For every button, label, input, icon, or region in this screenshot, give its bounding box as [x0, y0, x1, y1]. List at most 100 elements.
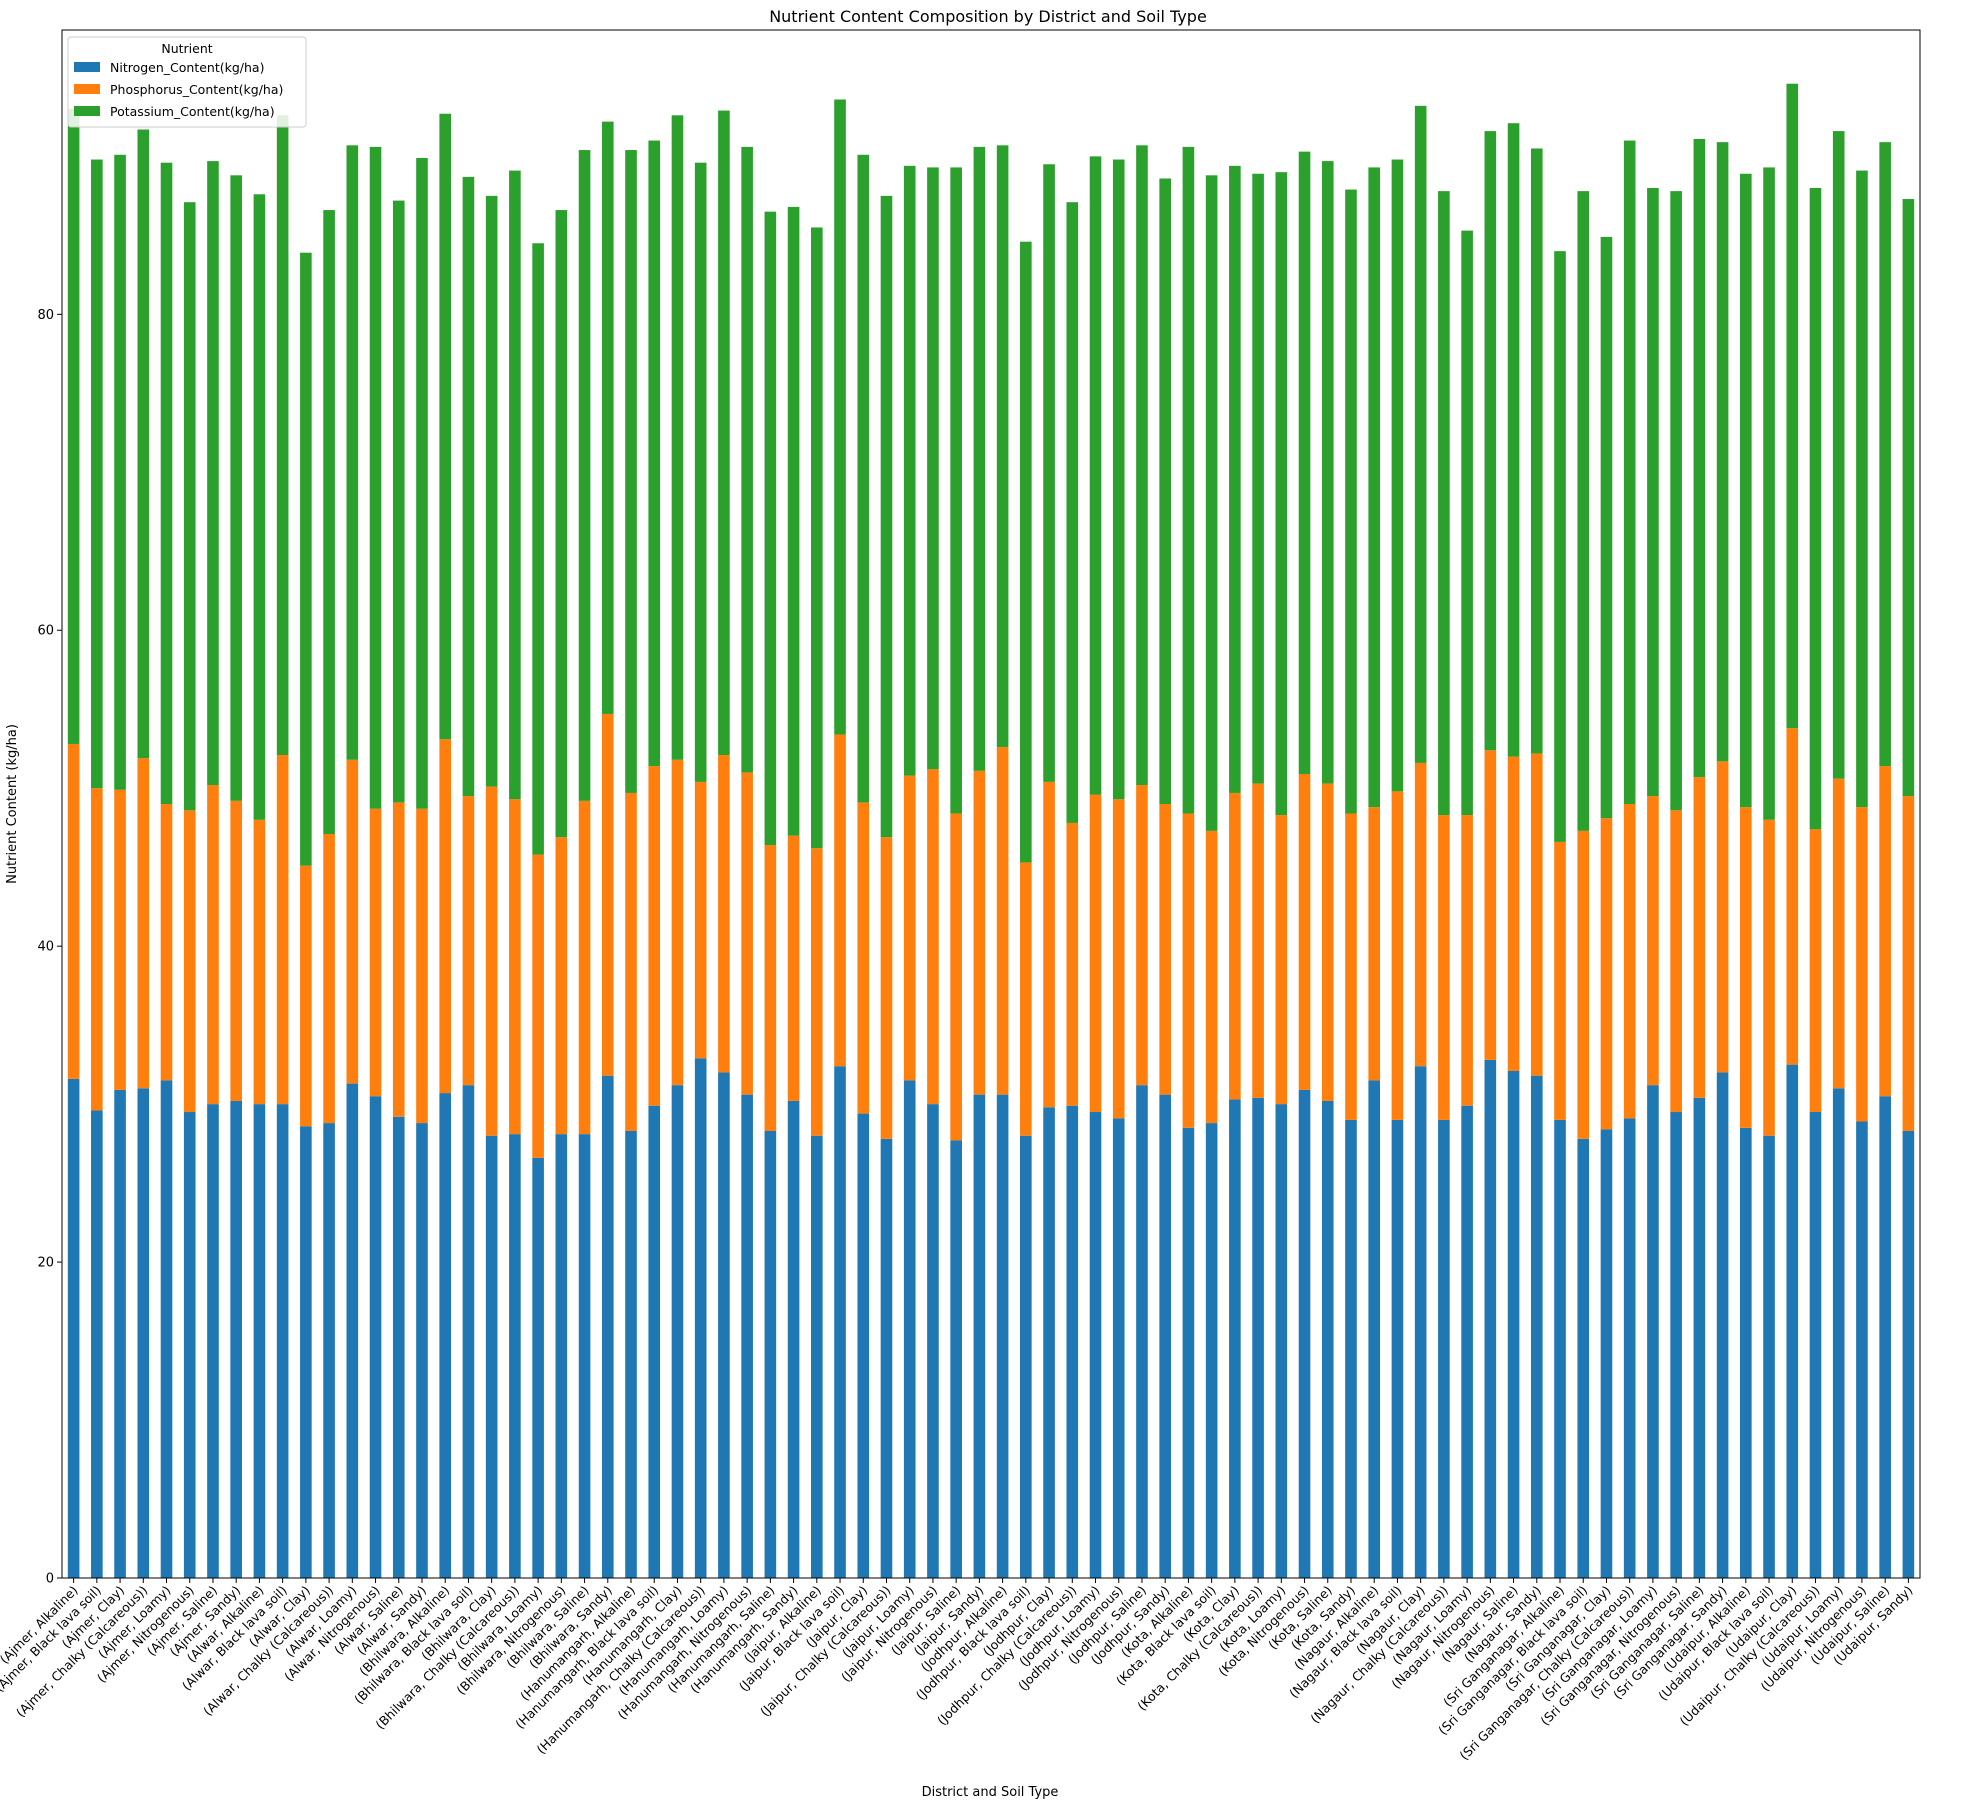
bar-potassium-jodhpur-chalky-calcareous	[1066, 202, 1079, 823]
bar-nitrogen-alwar-clay	[300, 1126, 312, 1578]
bar-phosphorus-jodhpur-nitrogenous	[1112, 799, 1125, 1119]
bar-nitrogen-udaipur-nitrogenous	[1856, 1121, 1868, 1578]
bar-phosphorus-sri-ganganagar-chalky-calcareous	[1623, 804, 1636, 1119]
bar-phosphorus-jodhpur-black-lava-soil	[1020, 862, 1032, 1136]
bar-phosphorus-jodhpur-alkaline	[996, 747, 1009, 1095]
bar-nitrogen-hanumangarh-chalky-calcareous	[694, 1058, 707, 1578]
bar-nitrogen-alwar-alkaline	[253, 1104, 266, 1578]
bar-nitrogen-alwar-sandy	[416, 1123, 428, 1578]
bar-phosphorus-alwar-black-lava-soil	[276, 755, 289, 1105]
bar-nitrogen-nagaur-loamy	[1461, 1105, 1473, 1578]
bar-potassium-kota-alkaline	[1182, 146, 1195, 814]
bar-nitrogen-sri-ganganagar-sandy	[1716, 1072, 1729, 1578]
bar-nitrogen-kota-alkaline	[1182, 1127, 1195, 1578]
bar-potassium-bhilwara-clay	[485, 195, 498, 787]
bar-potassium-ajmer-loamy	[160, 162, 173, 804]
bar-nitrogen-sri-ganganagar-loamy	[1647, 1085, 1659, 1578]
bar-nitrogen-bhilwara-alkaline	[439, 1093, 452, 1578]
bar-potassium-alwar-loamy	[346, 145, 359, 760]
bar-nitrogen-jaipur-nitrogenous	[927, 1104, 939, 1578]
bar-phosphorus-sri-ganganagar-black-lava-soil	[1577, 830, 1590, 1139]
bar-nitrogen-sri-ganganagar-chalky-calcareous	[1623, 1118, 1636, 1578]
bar-potassium-jaipur-nitrogenous	[927, 167, 939, 770]
bar-nitrogen-jaipur-alkaline	[811, 1135, 823, 1578]
bar-potassium-udaipur-nitrogenous	[1856, 170, 1868, 808]
bar-nitrogen-nagaur-saline	[1507, 1070, 1520, 1578]
bar-phosphorus-sri-ganganagar-nitrogenous	[1670, 810, 1682, 1113]
bar-potassium-jodhpur-black-lava-soil	[1020, 241, 1032, 863]
bar-phosphorus-bhilwara-alkaline	[439, 739, 452, 1094]
bar-nitrogen-sri-ganganagar-saline	[1693, 1097, 1706, 1578]
bar-phosphorus-kota-sandy	[1345, 813, 1357, 1120]
bar-nitrogen-kota-saline	[1321, 1100, 1334, 1578]
bar-nitrogen-hanumangarh-alkaline	[625, 1130, 637, 1578]
bar-phosphorus-bhilwara-sandy	[601, 713, 614, 1076]
legend-label-nitrogen: Nitrogen_Content(kg/ha)	[110, 60, 264, 75]
bar-potassium-udaipur-sandy	[1902, 199, 1915, 797]
bar-phosphorus-ajmer-nitrogenous	[183, 810, 196, 1113]
bar-potassium-bhilwara-nitrogenous	[555, 210, 568, 838]
bar-phosphorus-ajmer-saline	[207, 785, 219, 1105]
y-tick-label-80: 80	[37, 308, 54, 323]
bar-phosphorus-udaipur-chalky-calcareous	[1809, 829, 1822, 1113]
bar-nitrogen-bhilwara-clay	[485, 1135, 498, 1578]
bar-potassium-kota-saline	[1321, 161, 1334, 784]
bar-phosphorus-udaipur-clay	[1786, 728, 1799, 1065]
bar-potassium-udaipur-black-lava-soil	[1763, 167, 1775, 820]
bar-potassium-hanumangarh-black-lava-soil	[648, 140, 661, 767]
bar-potassium-nagaur-saline	[1507, 123, 1520, 757]
bar-potassium-bhilwara-sandy	[601, 121, 614, 714]
bar-nitrogen-hanumangarh-loamy	[718, 1072, 730, 1578]
bar-potassium-nagaur-clay	[1414, 105, 1427, 763]
bar-nitrogen-kota-nitrogenous	[1298, 1089, 1311, 1578]
bar-potassium-sri-ganganagar-clay	[1600, 236, 1613, 819]
bar-potassium-kota-clay	[1229, 165, 1241, 793]
bar-potassium-bhilwara-saline	[578, 150, 591, 801]
bar-potassium-jaipur-alkaline	[811, 227, 823, 849]
legend-label-potassium: Potassium_Content(kg/ha)	[110, 104, 275, 119]
bar-nitrogen-ajmer-chalky-calcareous	[137, 1088, 150, 1578]
bar-nitrogen-jodhpur-clay	[1043, 1107, 1055, 1578]
bar-phosphorus-ajmer-clay	[114, 789, 126, 1090]
bar-nitrogen-hanumangarh-sandy	[787, 1100, 800, 1578]
bar-potassium-jaipur-loamy	[903, 165, 916, 776]
bar-potassium-nagaur-sandy	[1530, 148, 1543, 754]
bar-potassium-nagaur-nitrogenous	[1484, 131, 1497, 751]
legend-label-phosphorus: Phosphorus_Content(kg/ha)	[110, 82, 283, 97]
bar-potassium-jodhpur-sandy	[1159, 178, 1171, 805]
bar-potassium-hanumangarh-alkaline	[625, 150, 637, 793]
bar-potassium-jodhpur-nitrogenous	[1112, 159, 1125, 800]
bar-potassium-bhilwara-chalky-calcareous	[509, 170, 521, 800]
bar-nitrogen-jaipur-chalky-calcareous	[880, 1138, 893, 1578]
bar-nitrogen-nagaur-black-lava-soil	[1391, 1119, 1404, 1578]
bar-potassium-jodhpur-saline	[1136, 145, 1148, 786]
bar-nitrogen-hanumangarh-nitrogenous	[741, 1094, 753, 1578]
bar-phosphorus-sri-ganganagar-alkaline	[1554, 841, 1566, 1120]
bar-phosphorus-alwar-saline	[392, 802, 405, 1117]
bar-phosphorus-udaipur-nitrogenous	[1856, 807, 1868, 1122]
bar-potassium-jaipur-chalky-calcareous	[880, 195, 893, 838]
bar-potassium-kota-black-lava-soil	[1205, 175, 1218, 831]
bar-nitrogen-jodhpur-loamy	[1089, 1112, 1102, 1578]
bar-nitrogen-bhilwara-chalky-calcareous	[509, 1134, 521, 1578]
bar-nitrogen-udaipur-clay	[1786, 1064, 1799, 1578]
bar-nitrogen-bhilwara-loamy	[532, 1157, 544, 1578]
bar-phosphorus-bhilwara-loamy	[532, 854, 544, 1158]
bar-nitrogen-jodhpur-chalky-calcareous	[1066, 1105, 1079, 1578]
bar-potassium-hanumangarh-saline	[764, 211, 777, 846]
bar-phosphorus-hanumangarh-clay	[671, 759, 684, 1086]
bar-phosphorus-udaipur-alkaline	[1740, 807, 1752, 1128]
bar-phosphorus-nagaur-nitrogenous	[1484, 750, 1497, 1060]
bar-nitrogen-udaipur-chalky-calcareous	[1809, 1112, 1822, 1578]
bar-phosphorus-hanumangarh-chalky-calcareous	[694, 781, 707, 1059]
bar-potassium-jodhpur-alkaline	[996, 145, 1009, 748]
bar-phosphorus-ajmer-chalky-calcareous	[137, 758, 150, 1089]
bar-phosphorus-jodhpur-saline	[1136, 785, 1148, 1086]
bar-nitrogen-hanumangarh-black-lava-soil	[648, 1105, 661, 1578]
bars-group	[67, 83, 1915, 1578]
bar-potassium-udaipur-saline	[1879, 142, 1891, 767]
bar-phosphorus-kota-nitrogenous	[1298, 773, 1311, 1090]
bar-phosphorus-hanumangarh-loamy	[718, 755, 730, 1073]
bar-potassium-alwar-saline	[392, 200, 405, 803]
bar-nitrogen-sri-ganganagar-clay	[1600, 1129, 1613, 1578]
